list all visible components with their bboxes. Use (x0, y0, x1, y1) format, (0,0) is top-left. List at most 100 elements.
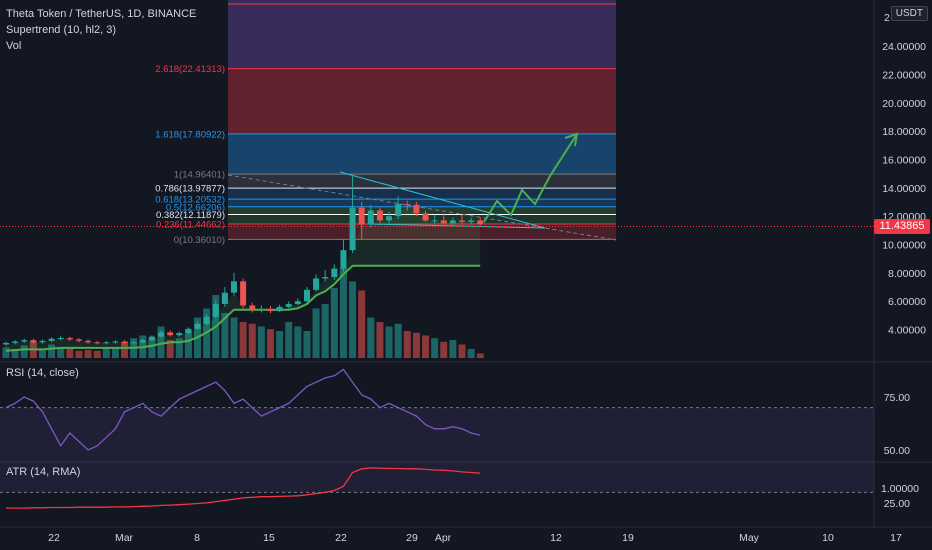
price-axis-label: 8.00000 (888, 268, 926, 280)
candle-body (139, 340, 146, 343)
price-axis-label: 16.00000 (882, 154, 926, 166)
candle-body (130, 342, 137, 344)
time-axis-label: 17 (890, 532, 902, 544)
volume-bar (458, 344, 466, 358)
volume-legend[interactable]: Vol (6, 40, 22, 52)
volume-bar (102, 348, 110, 358)
candle-body (21, 340, 28, 342)
atr-axis-label: 1.00000 (881, 483, 919, 495)
volume-bar (157, 326, 165, 358)
fib-level-label: 1.618(17.80922) (155, 129, 225, 140)
volume-bar (175, 338, 183, 358)
projection-arrow (483, 132, 579, 223)
volume-bar (111, 347, 119, 358)
candle-body (340, 250, 347, 269)
candle-body (3, 342, 9, 345)
fib-level-label: 0.618(13.20532) (155, 195, 225, 206)
fib-zone (228, 214, 616, 225)
price-axis-label: 22.00000 (882, 69, 926, 81)
currency-label[interactable]: USDT (890, 6, 928, 21)
rsi-line (5, 368, 481, 451)
volume-bar (394, 323, 402, 358)
candle-body (367, 210, 374, 225)
price-axis-label: 24.00000 (882, 41, 926, 53)
candle-body (185, 328, 192, 334)
candlestick-series (3, 175, 484, 346)
volume-bar (239, 322, 247, 358)
candle-body (194, 323, 201, 329)
volume-bar (449, 340, 457, 358)
volume-bar (221, 313, 229, 358)
time-axis-label: 10 (822, 532, 834, 544)
price-axis-label: 14.00000 (882, 183, 926, 195)
rsi-pane: 75.00 50.00 25.00 (0, 368, 910, 510)
volume-bar (20, 345, 28, 358)
candle-body (322, 277, 329, 279)
fib-zone (228, 0, 616, 69)
candle-body (103, 342, 110, 344)
volume-bar (422, 335, 430, 358)
volume-bar (285, 322, 293, 358)
fib-level-label: 1(14.96401) (174, 170, 225, 181)
volume-bar (367, 317, 375, 358)
candle-body (404, 204, 411, 206)
rsi-axis-label: 50.00 (884, 445, 910, 457)
volume-bar (349, 281, 357, 358)
candle-body (258, 308, 265, 310)
projection-path (483, 133, 578, 223)
price-axis-label: 10.00000 (882, 240, 926, 252)
time-axis-label: Apr (435, 532, 452, 544)
price-axis-label: 20.00000 (882, 98, 926, 110)
volume-bar (312, 308, 320, 358)
supertrend-series (5, 204, 481, 352)
volume-bar (431, 338, 439, 358)
candle-body (240, 281, 247, 306)
volume-bar (248, 323, 256, 358)
candle-body (85, 340, 92, 343)
candle-body (386, 216, 393, 221)
rsi-legend[interactable]: RSI (14, close) (6, 367, 79, 379)
candle-body (358, 207, 365, 225)
fib-level-label: 0.5(12.66206) (166, 202, 225, 213)
volume-bar (148, 338, 156, 358)
time-axis: 22 Mar 8 15 22 29 Apr 12 19 May 10 17 (48, 532, 902, 544)
time-axis-label: 22 (335, 532, 347, 544)
candle-body (121, 341, 128, 343)
volume-bar (2, 347, 10, 358)
candle-body (459, 220, 465, 222)
candle-body (431, 220, 438, 222)
candle-body (112, 341, 119, 343)
candle-body (313, 278, 320, 290)
candle-body (440, 220, 447, 224)
candle-body (376, 210, 383, 221)
volume-bar (84, 349, 92, 358)
candle-body (477, 220, 484, 225)
time-axis-label: 22 (48, 532, 60, 544)
volume-series (2, 268, 484, 358)
atr-line (6, 467, 481, 509)
supertrend-legend[interactable]: Supertrend (10, hl2, 3) (6, 24, 117, 36)
time-axis-label: May (739, 532, 760, 544)
candle-body (449, 220, 456, 224)
candle-body (267, 308, 274, 312)
symbol-legend: Theta Token / TetherUS, 1D, BINANCE Supe… (6, 6, 196, 54)
dashed-trend-line (227, 174, 617, 241)
volume-bar (330, 287, 338, 358)
volume-bar (257, 326, 265, 358)
atr-legend[interactable]: ATR (14, RMA) (6, 466, 81, 478)
volume-bar (467, 349, 475, 358)
price-axis: 24.0000022.0000020.0000018.0000016.00000… (882, 12, 926, 337)
candle-body (94, 342, 101, 344)
symbol-title[interactable]: Theta Token / TetherUS, 1D, BINANCE (6, 8, 197, 20)
candle-body (12, 341, 19, 343)
time-axis-label: 19 (622, 532, 634, 544)
fib-zone (228, 133, 616, 175)
price-axis-label: 6.00000 (888, 296, 926, 308)
fib-retracement: 2.618(22.41313) 1.618(17.80922) 1(14.96401… (155, 0, 616, 246)
volume-bar (184, 331, 192, 358)
triangle-upper-line (339, 171, 546, 229)
fib-level-label: 2.618(22.41313) (155, 64, 225, 75)
candle-body (48, 338, 55, 341)
candle-body (203, 316, 210, 324)
